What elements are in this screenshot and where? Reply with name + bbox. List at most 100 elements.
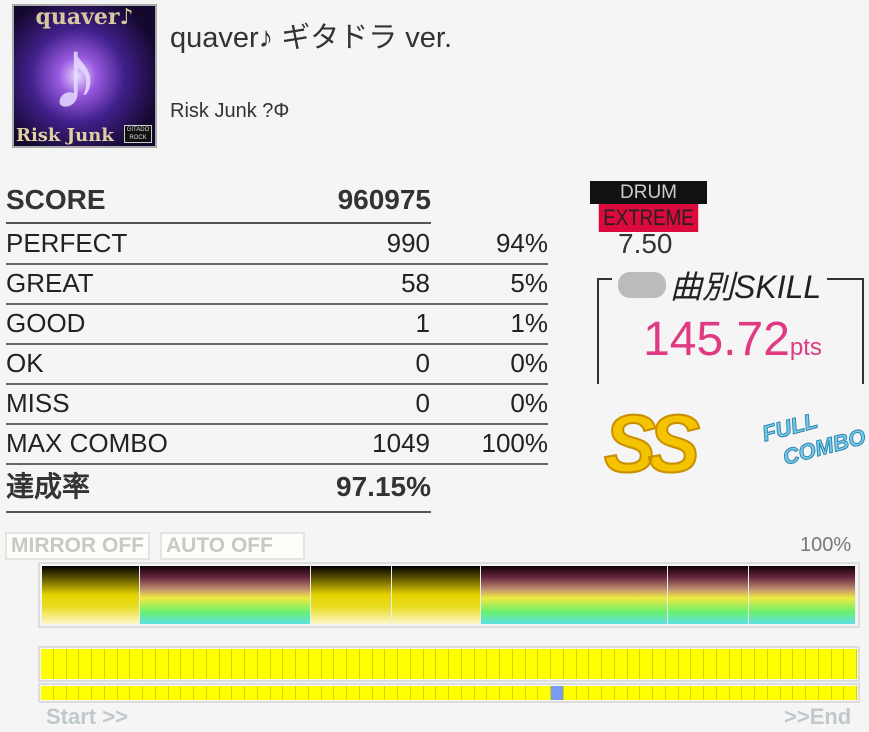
bar-cell — [79, 686, 92, 700]
bar-cell — [334, 649, 347, 679]
bar-cell — [53, 649, 67, 679]
bar-cell — [487, 686, 500, 700]
bar-cell — [716, 649, 730, 679]
bar-cell — [245, 649, 258, 679]
bar-cell — [372, 649, 386, 679]
bar-cell — [780, 649, 794, 679]
achievement-row: 達成率 97.15% — [6, 467, 431, 507]
divider — [6, 303, 548, 305]
judge-percent: 0% — [510, 348, 548, 378]
bar-cell — [806, 686, 819, 700]
bar-cell — [716, 686, 730, 700]
bar-cell — [627, 686, 641, 700]
judge-percent: 94% — [495, 228, 548, 258]
bar-cell — [551, 649, 564, 679]
difficulty-badge: DRUM EXTREME — [590, 181, 707, 232]
bar-cell — [41, 686, 54, 700]
judge-row: PERFECT 990 94% — [6, 223, 548, 263]
skill-header: 曲別SKILL — [612, 262, 828, 308]
bar-cell — [729, 649, 743, 679]
bar-cell — [359, 649, 373, 679]
bar-cell — [423, 686, 437, 700]
bar-cell — [334, 686, 347, 700]
bar-cell — [474, 686, 488, 700]
bar-cell — [742, 686, 755, 700]
bar-cell — [767, 686, 781, 700]
full-combo-badge: FULL COMBO — [759, 397, 869, 498]
bar-cell — [487, 649, 500, 679]
gauge-section-rainbow — [139, 566, 311, 624]
bar-cell — [525, 686, 539, 700]
bar-cell — [219, 649, 233, 679]
bar-cell — [181, 686, 194, 700]
judge-count: 990 — [386, 228, 430, 258]
bar-cell — [283, 649, 296, 679]
bar-cell — [563, 649, 577, 679]
gauge-section-rainbow — [667, 566, 750, 624]
bar-cell — [104, 686, 118, 700]
bar-cell — [206, 686, 220, 700]
bar-cell — [194, 686, 207, 700]
bar-cell — [653, 649, 666, 679]
bar-cell — [257, 686, 271, 700]
bar-cell — [614, 686, 628, 700]
bar-cell — [512, 686, 526, 700]
bar-cell — [576, 686, 590, 700]
score-value: 960975 — [337, 184, 431, 215]
achievement-label: 達成率 — [6, 471, 91, 502]
bar-cell — [665, 686, 679, 700]
bar-cell — [538, 686, 551, 700]
bar-cell — [563, 686, 577, 700]
bar-cell — [66, 686, 80, 700]
bar-cell — [347, 649, 360, 679]
judge-count: 58 — [401, 268, 430, 298]
bar-cell — [104, 649, 118, 679]
bar-cell — [500, 649, 513, 679]
bar-cell — [704, 649, 717, 679]
bar-cell — [436, 649, 449, 679]
bar-cell — [232, 686, 245, 700]
jacket-artist: Risk Junk — [16, 125, 114, 146]
bar-cell — [614, 649, 628, 679]
judge-label: GOOD — [6, 308, 86, 338]
judge-label: GREAT — [6, 268, 94, 298]
bar-cell — [398, 686, 411, 700]
bar-cell — [92, 649, 105, 679]
bar-cell — [130, 686, 143, 700]
divider — [6, 423, 548, 425]
auto-option: AUTO OFF — [160, 532, 305, 560]
bar-cell — [270, 649, 284, 679]
bar-cell — [831, 649, 845, 679]
bar-cell — [461, 649, 475, 679]
gauge-section-yellow — [391, 566, 482, 624]
bar-cell — [308, 686, 322, 700]
skill-value: 145.72pts — [600, 312, 865, 367]
start-label: Start >> — [46, 704, 128, 729]
bar-cell — [143, 686, 156, 700]
bar-cell — [232, 649, 245, 679]
bar-cell — [372, 686, 386, 700]
position-marker — [551, 686, 564, 700]
end-label: >>End — [784, 704, 852, 729]
bar-cell — [143, 649, 156, 679]
bar-cell — [66, 649, 80, 679]
gitadora-logo-icon — [618, 272, 666, 298]
bar-cell — [168, 649, 182, 679]
judge-percent: 0% — [510, 388, 548, 418]
gauge-section-yellow — [311, 566, 392, 624]
divider — [6, 463, 548, 465]
bar-cell — [168, 686, 182, 700]
judge-count: 0 — [415, 348, 430, 378]
bar-cell — [410, 649, 424, 679]
judge-percent: 100% — [481, 428, 549, 458]
judge-row: MAX COMBO 1049 100% — [6, 423, 548, 463]
bar-cell — [767, 649, 781, 679]
bar-cell — [296, 686, 309, 700]
divider — [6, 222, 431, 224]
bar-cell — [436, 686, 449, 700]
bar-cell — [818, 649, 832, 679]
bar-cell — [780, 686, 794, 700]
bar-cell — [257, 649, 271, 679]
bar-cell — [283, 686, 296, 700]
judge-row: MISS 0 0% — [6, 383, 548, 423]
